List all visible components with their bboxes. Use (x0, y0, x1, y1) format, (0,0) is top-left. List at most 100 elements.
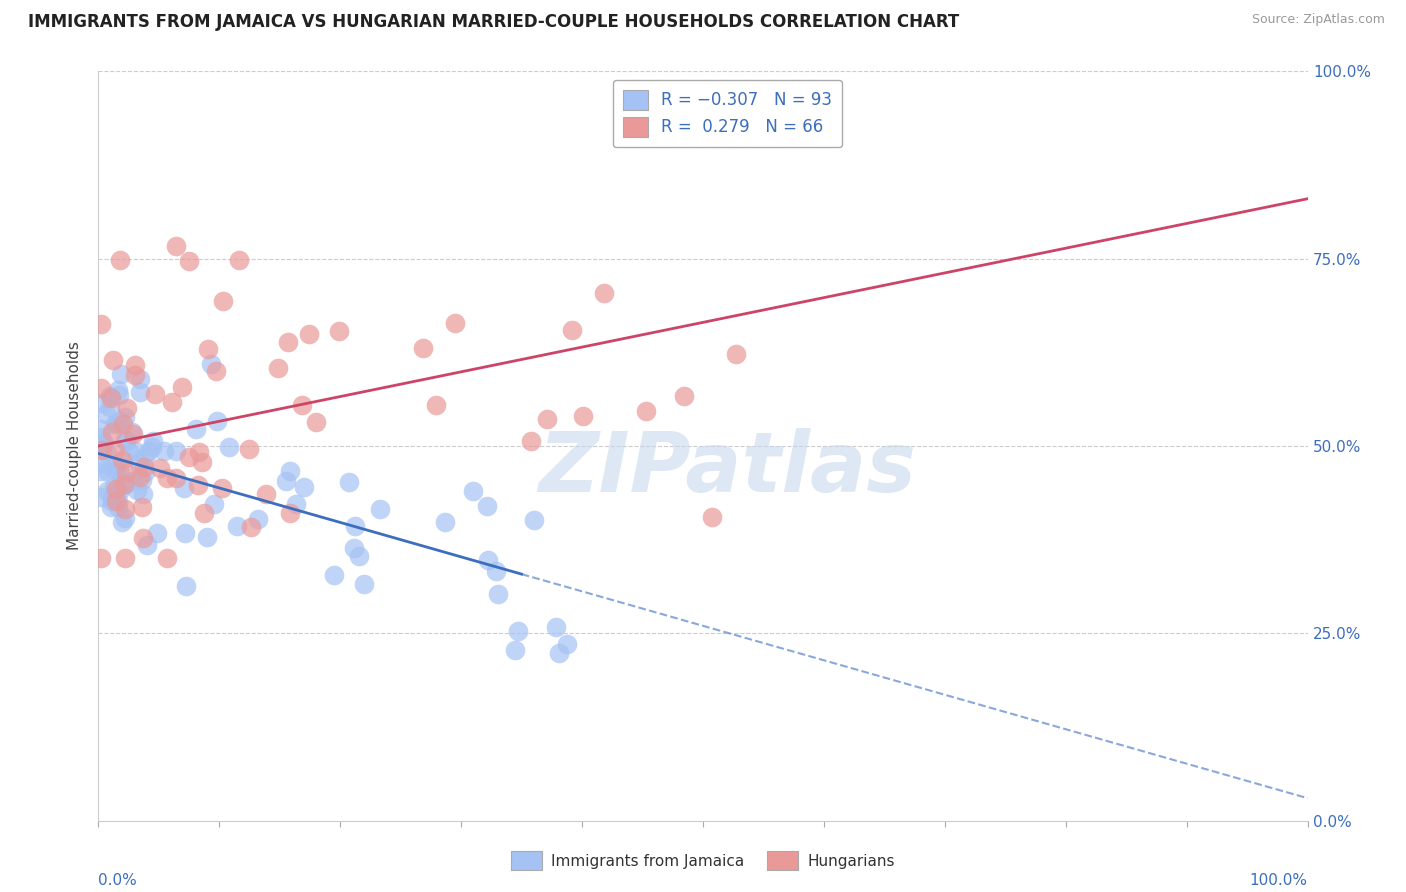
Point (136, 538, 159, 552)
Point (211, 481, 233, 495)
Point (104, 416, 127, 430)
Point (131, 500, 153, 514)
Point (90, 422, 112, 436)
Point (561, 323, 583, 337)
Point (571, 409, 593, 423)
Point (475, 500, 498, 514)
Point (127, 483, 149, 497)
Point (128, 372, 150, 386)
Point (274, 474, 297, 488)
Point (347, 549, 370, 563)
Point (174, 579, 197, 593)
Point (141, 440, 163, 454)
Point (134, 449, 156, 463)
Point (124, 359, 146, 373)
Point (107, 494, 129, 508)
Point (477, 553, 499, 567)
Point (291, 397, 314, 411)
Point (100, 500, 122, 514)
Point (368, 501, 391, 516)
Point (702, 510, 724, 524)
Point (225, 519, 247, 533)
Point (503, 643, 526, 657)
Point (90, 396, 112, 410)
Legend: Immigrants from Jamaica, Hungarians: Immigrants from Jamaica, Hungarians (505, 846, 901, 876)
Point (519, 434, 541, 448)
Point (323, 568, 346, 582)
Point (90, 457, 112, 471)
Point (101, 494, 124, 508)
Point (120, 474, 142, 488)
Point (425, 398, 447, 412)
Point (114, 409, 136, 424)
Point (555, 637, 578, 651)
Point (218, 440, 240, 454)
Point (110, 367, 132, 381)
Point (107, 384, 129, 398)
Point (132, 531, 155, 545)
Point (343, 519, 366, 533)
Point (485, 564, 508, 578)
Point (115, 401, 138, 415)
Point (138, 443, 160, 458)
Point (142, 434, 165, 448)
Point (129, 469, 152, 483)
Point (90, 551, 112, 566)
Point (108, 388, 131, 402)
Text: 100.0%: 100.0% (1250, 873, 1308, 888)
Point (96, 446, 118, 460)
Point (160, 395, 183, 409)
Point (90, 464, 112, 478)
Point (724, 347, 747, 361)
Point (110, 414, 132, 428)
Point (104, 442, 127, 457)
Point (111, 453, 134, 467)
Point (104, 459, 127, 474)
Point (165, 471, 187, 485)
Point (254, 486, 277, 500)
Point (328, 324, 350, 338)
Point (179, 254, 201, 268)
Point (118, 445, 141, 459)
Text: IMMIGRANTS FROM JAMAICA VS HUNGARIAN MARRIED-COUPLE HOUSEHOLDS CORRELATION CHART: IMMIGRANTS FROM JAMAICA VS HUNGARIAN MAR… (28, 13, 959, 31)
Point (110, 476, 132, 491)
Point (91, 443, 114, 458)
Point (108, 253, 131, 268)
Point (114, 510, 136, 524)
Text: Source: ZipAtlas.com: Source: ZipAtlas.com (1251, 13, 1385, 27)
Point (107, 463, 129, 477)
Point (105, 494, 128, 508)
Point (165, 238, 187, 252)
Point (228, 253, 250, 268)
Point (177, 450, 200, 465)
Point (547, 646, 569, 660)
Point (96, 483, 118, 498)
Point (165, 443, 187, 458)
Point (267, 361, 290, 376)
Point (143, 386, 166, 401)
Point (212, 293, 235, 308)
Point (129, 385, 152, 400)
Point (131, 473, 153, 487)
Point (104, 417, 127, 432)
Point (114, 501, 136, 516)
Point (112, 476, 135, 491)
Point (523, 513, 546, 527)
Point (121, 425, 143, 439)
Point (94, 407, 117, 421)
Point (128, 456, 150, 470)
Point (100, 392, 122, 406)
Point (461, 483, 484, 498)
Point (546, 620, 568, 634)
Point (100, 425, 122, 439)
Point (593, 286, 616, 301)
Point (506, 624, 529, 639)
Point (292, 480, 315, 494)
Point (90, 438, 112, 452)
Point (353, 576, 375, 591)
Point (124, 443, 146, 458)
Point (486, 586, 509, 600)
Point (90, 491, 112, 505)
Point (124, 368, 146, 382)
Point (278, 464, 301, 478)
